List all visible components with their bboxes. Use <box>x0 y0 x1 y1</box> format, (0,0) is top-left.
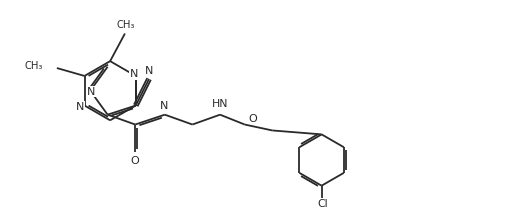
Text: N: N <box>160 101 168 111</box>
Text: N: N <box>87 87 95 97</box>
Text: CH₃: CH₃ <box>117 20 135 30</box>
Text: N: N <box>77 101 85 112</box>
Text: O: O <box>131 156 139 166</box>
Text: O: O <box>248 114 257 124</box>
Text: HN: HN <box>212 99 228 109</box>
Text: CH₃: CH₃ <box>25 61 43 71</box>
Text: N: N <box>129 69 138 79</box>
Text: Cl: Cl <box>318 200 328 209</box>
Text: N: N <box>145 66 153 76</box>
